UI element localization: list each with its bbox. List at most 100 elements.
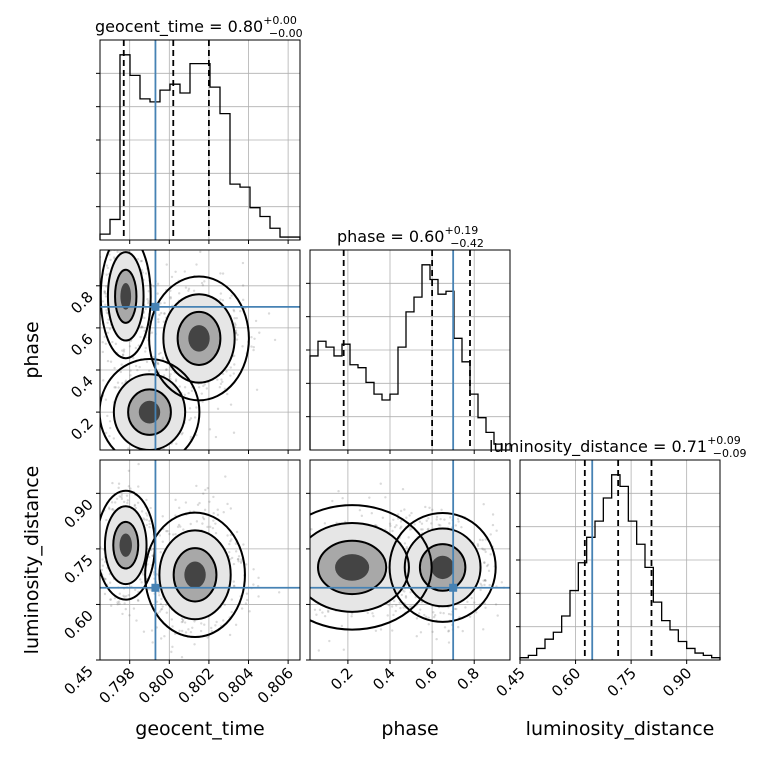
sample-point [310, 528, 313, 531]
sample-point [193, 416, 197, 419]
sample-point [407, 536, 410, 539]
sample-point [133, 503, 137, 507]
x-tick-label: 0.45 [492, 664, 528, 700]
x-tick-label: 0.90 [659, 664, 695, 700]
sample-point [188, 471, 190, 473]
y-tick-label: 0.75 [60, 551, 96, 587]
sample-point [118, 592, 121, 595]
sample-point [386, 614, 389, 617]
sample-point [105, 309, 108, 312]
sample-point [482, 548, 485, 551]
sample-point [305, 556, 307, 558]
sample-point [225, 370, 228, 373]
sample-point [233, 584, 236, 588]
sample-point [143, 316, 146, 320]
sample-point [440, 508, 443, 512]
sample-point [216, 508, 219, 511]
sample-point [478, 538, 482, 542]
sample-point [241, 261, 245, 265]
sample-point [139, 335, 142, 339]
truth-marker [151, 302, 160, 311]
sample-point [139, 260, 143, 263]
sample-point [245, 592, 249, 595]
sample-point [257, 576, 260, 580]
sample-point [218, 386, 222, 389]
sample-point [318, 608, 322, 612]
sample-point [148, 522, 151, 526]
truth-marker [151, 583, 160, 592]
sample-point [214, 435, 218, 439]
contour-line [388, 511, 497, 623]
sample-point [418, 520, 422, 524]
sample-point [204, 488, 207, 492]
sample-point [124, 246, 126, 248]
sample-point [206, 636, 209, 639]
xlabel-phase: phase [381, 718, 438, 740]
sample-point [433, 613, 437, 617]
contour-line [100, 250, 152, 360]
sample-point [151, 641, 154, 644]
sample-point [470, 596, 473, 600]
sample-point [244, 602, 248, 605]
sample-point [180, 617, 184, 620]
sample-point [447, 630, 450, 633]
sample-point [435, 518, 438, 521]
sample-point [442, 612, 445, 615]
sample-point [159, 302, 162, 305]
sample-point [168, 375, 172, 378]
sample-point [388, 522, 392, 525]
sample-point [410, 527, 413, 531]
sample-point [288, 512, 290, 514]
sample-point [237, 557, 240, 561]
sample-point [456, 517, 460, 521]
sample-point [415, 617, 419, 620]
sample-point [250, 345, 253, 348]
sample-point [260, 576, 262, 578]
sample-point [427, 623, 430, 626]
sample-point [159, 351, 162, 355]
sample-point [126, 246, 128, 248]
sample-point [229, 533, 233, 537]
sample-point [289, 564, 291, 566]
x-tick-label: 0.6 [411, 664, 441, 694]
sample-point [419, 631, 423, 634]
sample-point [405, 516, 408, 519]
sample-point [291, 545, 293, 547]
sample-point [381, 516, 385, 520]
sample-point [183, 393, 186, 397]
sample-point [305, 568, 307, 570]
title-phase: phase = 0.60+0.19 −0.42 [337, 224, 484, 250]
sample-point [482, 503, 485, 506]
sample-point [135, 619, 138, 622]
sample-point [107, 318, 110, 321]
sample-point [331, 499, 334, 503]
sample-point [148, 519, 151, 523]
sample-point [408, 525, 411, 529]
sample-point [313, 608, 317, 612]
sample-point [306, 536, 308, 538]
sample-point [102, 379, 105, 382]
sample-point [240, 607, 244, 610]
sample-point [435, 515, 439, 519]
sample-point [158, 453, 160, 455]
sample-point [156, 362, 160, 366]
sample-point [303, 553, 305, 555]
sample-point [113, 597, 117, 600]
sample-point [393, 525, 397, 529]
sample-point [127, 469, 131, 472]
sample-point [165, 368, 168, 371]
sample-point [395, 524, 398, 527]
sample-point [116, 601, 119, 604]
sample-point [117, 486, 120, 490]
sample-point [114, 342, 118, 346]
sample-point [127, 485, 131, 488]
sample-point [252, 345, 255, 349]
sample-point [125, 494, 129, 497]
sample-point [140, 581, 143, 584]
sample-point [136, 501, 140, 504]
sample-point [206, 525, 209, 529]
sample-point [111, 481, 114, 485]
sample-point [111, 232, 113, 234]
sample-point [148, 525, 151, 529]
